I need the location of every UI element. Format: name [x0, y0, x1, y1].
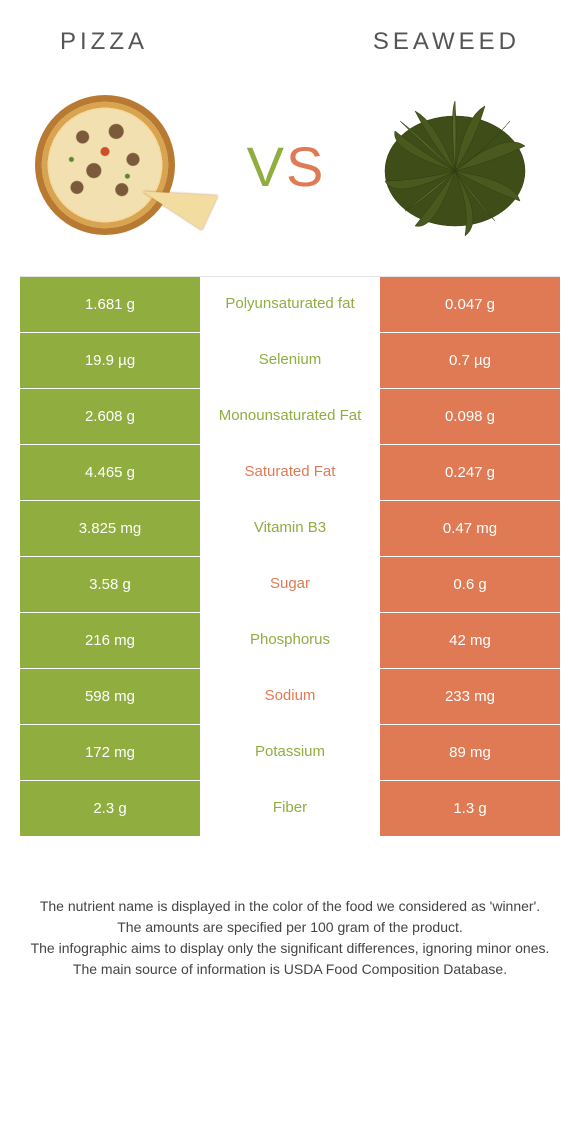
- right-value: 0.047 g: [380, 277, 560, 332]
- footnote-line: The amounts are specified per 100 gram o…: [30, 918, 550, 937]
- vs-v: V: [247, 134, 284, 199]
- nutrient-label: Monounsaturated Fat: [200, 389, 380, 444]
- table-row: 3.58 gSugar0.6 g: [20, 557, 560, 613]
- right-value: 0.6 g: [380, 557, 560, 612]
- footnote-line: The infographic aims to display only the…: [30, 939, 550, 958]
- left-value: 216 mg: [20, 613, 200, 668]
- right-value: 0.098 g: [380, 389, 560, 444]
- table-row: 2.3 gFiber1.3 g: [20, 781, 560, 837]
- left-value: 19.9 µg: [20, 333, 200, 388]
- left-value: 1.681 g: [20, 277, 200, 332]
- left-value: 2.608 g: [20, 389, 200, 444]
- left-value: 172 mg: [20, 725, 200, 780]
- footnotes: The nutrient name is displayed in the co…: [30, 897, 550, 979]
- nutrient-label: Fiber: [200, 781, 380, 836]
- right-value: 0.7 µg: [380, 333, 560, 388]
- left-value: 598 mg: [20, 669, 200, 724]
- header: PIZZA SEAWEED: [0, 0, 580, 76]
- pizza-image: [30, 86, 200, 246]
- right-value: 89 mg: [380, 725, 560, 780]
- table-row: 2.608 gMonounsaturated Fat0.098 g: [20, 389, 560, 445]
- left-value: 3.825 mg: [20, 501, 200, 556]
- nutrient-label: Vitamin B3: [200, 501, 380, 556]
- nutrient-label: Saturated Fat: [200, 445, 380, 500]
- table-row: 598 mgSodium233 mg: [20, 669, 560, 725]
- right-value: 1.3 g: [380, 781, 560, 836]
- right-value: 42 mg: [380, 613, 560, 668]
- nutrient-table: 1.681 gPolyunsaturated fat0.047 g19.9 µg…: [20, 276, 560, 837]
- nutrient-label: Sugar: [200, 557, 380, 612]
- table-row: 1.681 gPolyunsaturated fat0.047 g: [20, 277, 560, 333]
- footnote-line: The nutrient name is displayed in the co…: [30, 897, 550, 916]
- table-row: 216 mgPhosphorus42 mg: [20, 613, 560, 669]
- footnote-line: The main source of information is USDA F…: [30, 960, 550, 979]
- table-row: 3.825 mgVitamin B30.47 mg: [20, 501, 560, 557]
- left-value: 4.465 g: [20, 445, 200, 500]
- nutrient-label: Polyunsaturated fat: [200, 277, 380, 332]
- nutrient-label: Selenium: [200, 333, 380, 388]
- right-value: 0.47 mg: [380, 501, 560, 556]
- table-row: 19.9 µgSelenium0.7 µg: [20, 333, 560, 389]
- table-row: 4.465 gSaturated Fat0.247 g: [20, 445, 560, 501]
- vs-s: S: [286, 134, 323, 199]
- left-food-title: PIZZA: [60, 28, 148, 56]
- seaweed-image: [370, 86, 540, 246]
- vs-row: VS: [0, 76, 580, 276]
- nutrient-label: Phosphorus: [200, 613, 380, 668]
- right-food-title: SEAWEED: [373, 28, 520, 56]
- nutrient-label: Sodium: [200, 669, 380, 724]
- vs-label: VS: [247, 134, 324, 199]
- right-value: 0.247 g: [380, 445, 560, 500]
- table-row: 172 mgPotassium89 mg: [20, 725, 560, 781]
- left-value: 2.3 g: [20, 781, 200, 836]
- right-value: 233 mg: [380, 669, 560, 724]
- nutrient-label: Potassium: [200, 725, 380, 780]
- left-value: 3.58 g: [20, 557, 200, 612]
